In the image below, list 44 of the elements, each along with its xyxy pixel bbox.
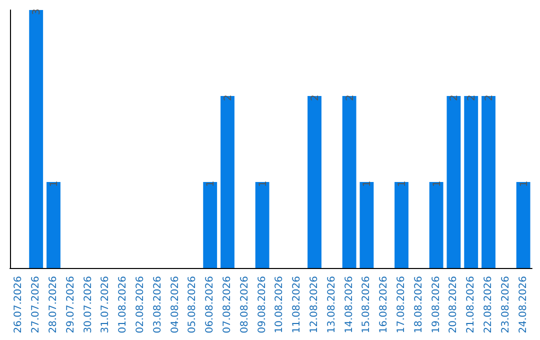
data-label: 1 xyxy=(49,180,60,187)
x-tick-label: 24.08.2026 xyxy=(518,276,529,334)
x-tick-label: 09.08.2026 xyxy=(256,276,268,334)
data-label: 2 xyxy=(466,94,478,101)
x-tick-label: 31.07.2026 xyxy=(100,276,112,334)
x-tick-label: 05.08.2026 xyxy=(187,276,198,334)
x-tick-label: 26.07.2026 xyxy=(13,276,24,334)
x-tick-label: 03.08.2026 xyxy=(152,276,164,334)
data-label: 1 xyxy=(362,180,374,187)
x-tick-label: 30.07.2026 xyxy=(82,276,94,334)
x-tick-label: 15.08.2026 xyxy=(361,276,372,334)
x-tick-label: 18.08.2026 xyxy=(413,276,424,334)
x-tick-label: 10.08.2026 xyxy=(274,276,286,334)
x-tick-label: 08.08.2026 xyxy=(239,276,250,334)
data-label: 1 xyxy=(258,180,269,187)
data-label: 2 xyxy=(310,94,322,101)
x-tick-label: 07.08.2026 xyxy=(222,276,233,334)
data-label: 2 xyxy=(449,94,460,101)
x-tick-label: 13.08.2026 xyxy=(326,276,338,334)
data-label: 1 xyxy=(397,180,408,187)
x-tick-label: 16.08.2026 xyxy=(378,276,390,334)
x-tick-label: 21.08.2026 xyxy=(466,276,477,334)
x-tick-label: 14.08.2026 xyxy=(344,276,355,334)
x-tick-label: 12.08.2026 xyxy=(309,276,320,334)
x-tick-label: 27.07.2026 xyxy=(30,276,42,334)
data-label: 1 xyxy=(518,180,530,187)
x-tick-label: 11.08.2026 xyxy=(292,276,303,334)
data-label: 2 xyxy=(484,94,496,101)
x-tick-label: 01.08.2026 xyxy=(118,276,129,334)
x-tick-label: 29.07.2026 xyxy=(65,276,76,334)
data-label: 2 xyxy=(344,94,356,101)
data-label: 2 xyxy=(223,94,234,101)
x-tick-label: 02.08.2026 xyxy=(135,276,146,334)
x-tick-label: 20.08.2026 xyxy=(448,276,460,334)
x-tick-label: 23.08.2026 xyxy=(500,276,512,334)
x-tick-label: 04.08.2026 xyxy=(170,276,181,334)
data-label: 1 xyxy=(432,180,443,187)
x-tick-label: 19.08.2026 xyxy=(430,276,442,334)
x-tick-label: 17.08.2026 xyxy=(396,276,407,334)
data-label: 3 xyxy=(32,8,43,15)
data-label: 1 xyxy=(206,180,217,187)
x-tick-label: 22.08.2026 xyxy=(483,276,494,334)
x-tick-label: 28.07.2026 xyxy=(48,276,59,334)
x-tick-label: 06.08.2026 xyxy=(204,276,216,334)
